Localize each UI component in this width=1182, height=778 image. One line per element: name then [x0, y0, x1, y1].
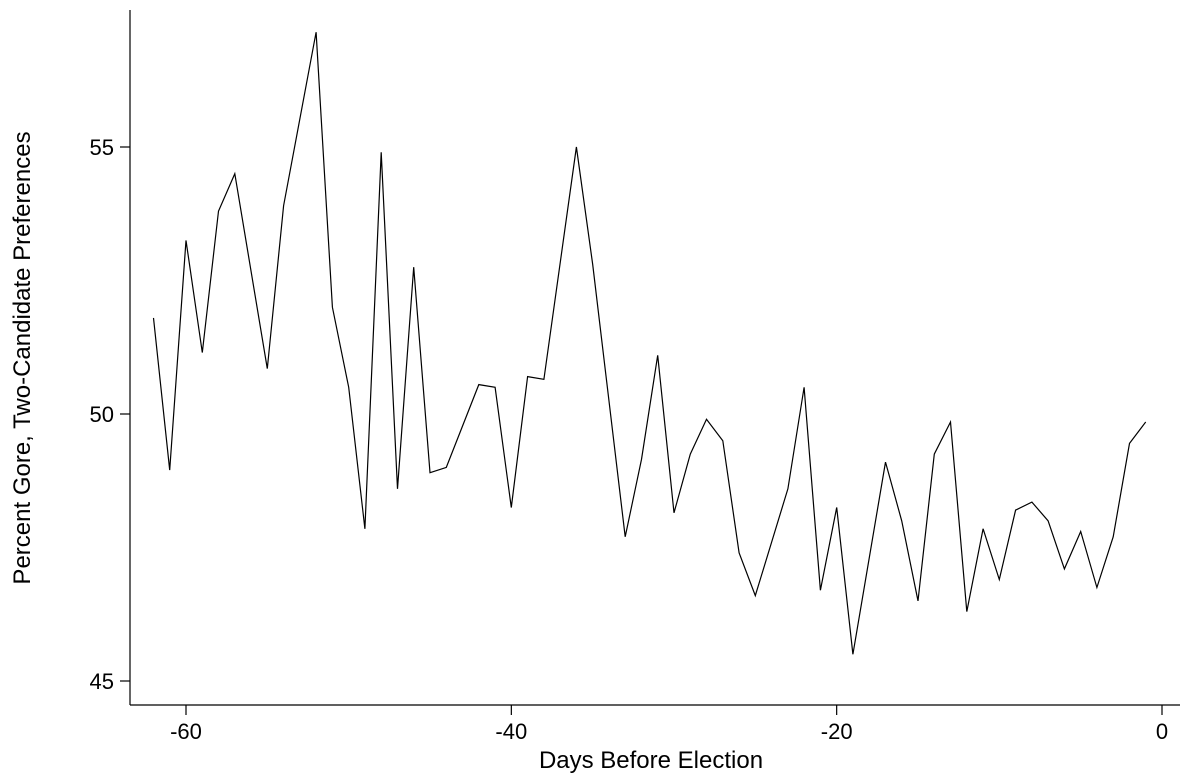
chart-axes: [129, 10, 1180, 706]
series-group: [152, 32, 1147, 655]
y-axis-label: Percent Gore, Two-Candidate Preferences: [9, 131, 36, 584]
x-axis-label: Days Before Election: [539, 747, 763, 774]
x-tick-label: -20: [821, 719, 853, 744]
axis-ticks: -60 -40 -20 0 45 50 55: [90, 135, 1169, 744]
y-tick-label: 55: [90, 135, 114, 160]
y-tick-label: 45: [90, 669, 114, 694]
x-tick-label: -60: [170, 719, 202, 744]
y-tick-label: 50: [90, 402, 114, 427]
x-tick-label: 0: [1156, 719, 1168, 744]
x-tick-label: -40: [495, 719, 527, 744]
series-line: [152, 32, 1147, 655]
